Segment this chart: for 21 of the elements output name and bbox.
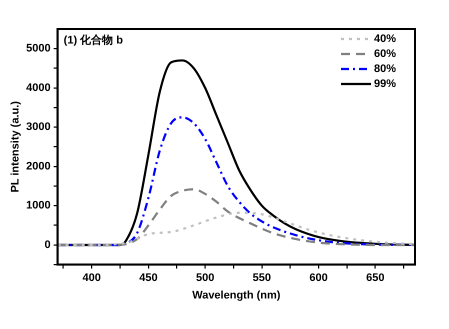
legend-label: 40% [374, 33, 396, 46]
x-tick-label: 450 [139, 272, 158, 284]
y-axis-title: PL intensity (a.u.) [10, 100, 22, 193]
line-series [58, 188, 415, 246]
x-tick-label: 500 [196, 272, 214, 284]
x-tick-label: 400 [82, 272, 101, 284]
y-tick-label: 3000 [26, 121, 51, 134]
y-tick-label: 5000 [26, 42, 51, 55]
y-tick-label: 1000 [26, 200, 51, 212]
legend-label: 60% [374, 48, 396, 60]
y-tick-label: 2000 [26, 160, 51, 172]
legend-label: 80% [374, 63, 396, 76]
y-tick-label: 0 [44, 239, 51, 251]
x-tick-label: 550 [252, 272, 272, 284]
line-series [58, 212, 415, 246]
x-tick-label: 650 [366, 272, 384, 284]
x-axis-title: Wavelength (nm) [192, 289, 281, 302]
annotation: (1) 化合物 b [64, 34, 124, 47]
x-tick-label: 600 [309, 272, 328, 284]
legend-label: 99% [374, 78, 396, 90]
y-tick-label: 4000 [26, 82, 51, 94]
